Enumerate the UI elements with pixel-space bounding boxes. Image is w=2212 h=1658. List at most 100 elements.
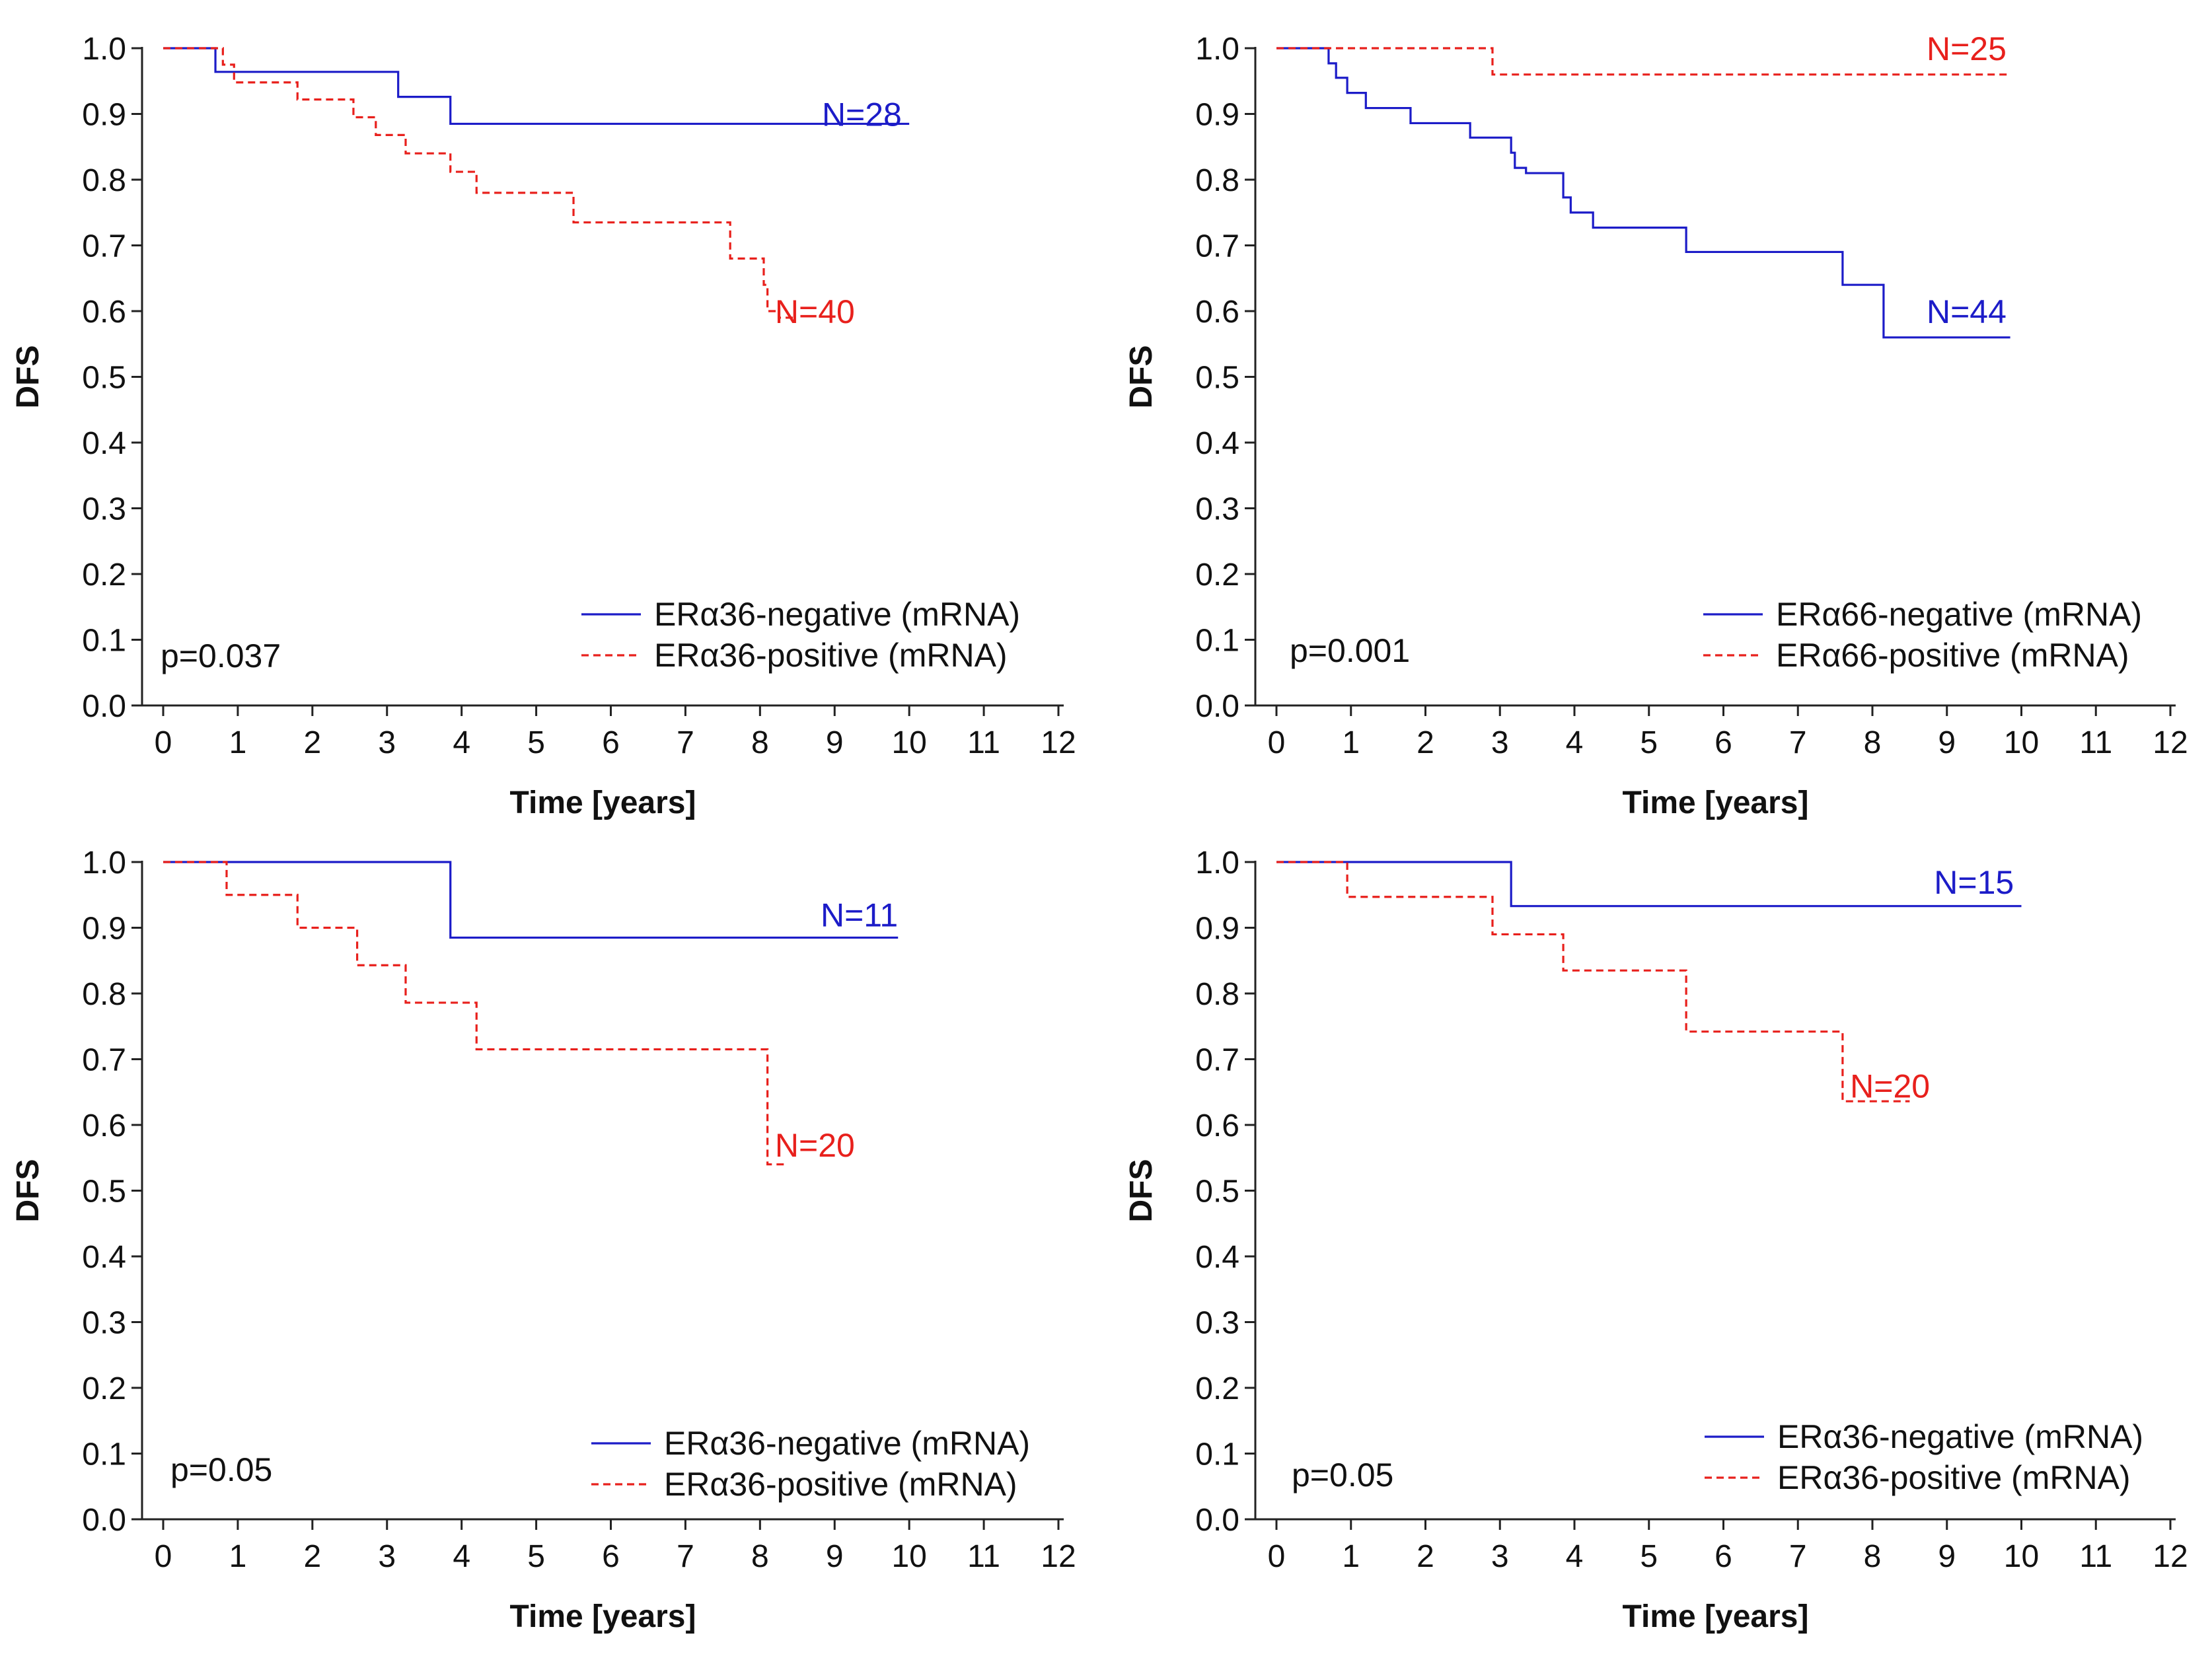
x-tick-label: 10 — [891, 1539, 926, 1574]
legend-label: ERα66-positive (mRNA) — [1776, 637, 2129, 674]
x-axis-title: Time [years] — [1623, 1599, 1809, 1634]
y-tick-label: 0.9 — [82, 98, 126, 133]
x-tick-label: 12 — [2153, 725, 2188, 760]
x-tick-label: 0 — [155, 1539, 172, 1574]
y-tick-label: 0.1 — [82, 1437, 126, 1472]
y-tick-label: 1.0 — [1195, 846, 1239, 881]
x-tick-label: 12 — [2153, 1539, 2188, 1574]
y-tick-label: 0.1 — [82, 624, 126, 659]
km-curve-negative — [1276, 47, 2010, 339]
legend-label: ERα36-negative (mRNA) — [654, 596, 1020, 633]
y-tick-label: 0.9 — [1195, 912, 1239, 947]
km-panel-bottom-right: 0.00.10.20.30.40.50.60.70.80.91.00 1 2 3 4 5 6… — [1124, 846, 2188, 1634]
y-tick-label: 0.5 — [1195, 361, 1239, 396]
p-value: p=0.037 — [161, 637, 281, 674]
km-curve-negative — [163, 861, 899, 939]
y-tick-label: 0.1 — [1195, 624, 1239, 659]
x-tick-label: 2 — [303, 725, 321, 760]
y-tick-label: 0.6 — [82, 1108, 126, 1143]
km-panel-top-left: 0.00.10.20.30.40.50.60.70.80.91.00 1 2 3 4 5 6… — [11, 32, 1076, 820]
y-tick-label: 0.6 — [82, 295, 126, 330]
y-tick-label: 0.0 — [1195, 689, 1239, 724]
y-tick-label: 0.3 — [82, 492, 126, 527]
y-tick-label: 0.1 — [1195, 1437, 1239, 1472]
x-tick-label: 9 — [826, 725, 844, 760]
x-tick-label: 10 — [2004, 1539, 2039, 1574]
x-tick-label: 11 — [967, 725, 1000, 760]
km-curve-positive — [163, 861, 786, 1166]
x-tick-label: 7 — [677, 1539, 694, 1574]
y-tick-label: 0.0 — [82, 689, 126, 724]
p-value: p=0.05 — [170, 1451, 272, 1488]
x-tick-label: 3 — [378, 1539, 396, 1574]
x-tick-label: 11 — [2079, 725, 2112, 760]
y-tick-label: 1.0 — [82, 32, 126, 67]
x-tick-label: 8 — [751, 725, 769, 760]
x-tick-label: 1 — [1342, 725, 1360, 760]
x-tick-label: 11 — [2079, 1539, 2112, 1574]
y-axis-title: DFS — [11, 345, 46, 409]
n-label-negative: N=28 — [822, 96, 902, 133]
y-tick-label: 0.3 — [82, 1306, 126, 1341]
x-tick-label: 4 — [453, 1539, 470, 1574]
y-tick-label: 0.4 — [82, 1240, 126, 1275]
y-tick-label: 0.9 — [1195, 98, 1239, 133]
y-tick-label: 0.4 — [1195, 426, 1239, 461]
x-tick-label: 7 — [677, 725, 694, 760]
y-tick-label: 0.8 — [1195, 163, 1239, 198]
p-value: p=0.001 — [1290, 632, 1410, 669]
x-tick-label: 8 — [1864, 725, 1882, 760]
x-tick-label: 9 — [826, 1539, 844, 1574]
x-tick-label: 12 — [1041, 725, 1076, 760]
x-tick-label: 11 — [967, 1539, 1000, 1574]
y-tick-label: 0.9 — [82, 912, 126, 947]
x-tick-label: 0 — [1268, 1539, 1286, 1574]
x-tick-label: 1 — [229, 1539, 247, 1574]
y-axis-title: DFS — [11, 1159, 46, 1223]
legend-label: ERα36-negative (mRNA) — [1777, 1418, 2143, 1455]
x-tick-label: 9 — [1938, 725, 1956, 760]
y-tick-label: 0.0 — [82, 1503, 126, 1538]
km-curve-positive — [1276, 47, 2010, 76]
legend-label: ERα36-positive (mRNA) — [654, 637, 1008, 674]
y-tick-label: 0.5 — [82, 1174, 126, 1209]
y-tick-label: 0.2 — [1195, 558, 1239, 593]
x-tick-label: 5 — [1640, 725, 1658, 760]
x-tick-label: 0 — [1268, 725, 1286, 760]
y-tick-label: 0.8 — [82, 163, 126, 198]
n-label-negative: N=11 — [821, 897, 898, 934]
y-tick-label: 0.4 — [1195, 1240, 1239, 1275]
y-tick-label: 0.5 — [82, 361, 126, 396]
x-tick-label: 8 — [1864, 1539, 1882, 1574]
y-tick-label: 0.6 — [1195, 1108, 1239, 1143]
y-tick-label: 0.6 — [1195, 295, 1239, 330]
y-tick-label: 0.8 — [82, 977, 126, 1012]
x-tick-label: 10 — [891, 725, 926, 760]
x-axis-title: Time [years] — [510, 1599, 696, 1634]
legend-label: ERα66-negative (mRNA) — [1776, 596, 2142, 633]
n-label-positive: N=20 — [1850, 1067, 1930, 1104]
y-tick-label: 1.0 — [82, 846, 126, 881]
y-tick-label: 0.7 — [1195, 229, 1239, 264]
n-label-negative: N=15 — [1934, 864, 2014, 901]
n-label-negative: N=44 — [1927, 293, 2007, 330]
p-value: p=0.05 — [1292, 1457, 1393, 1494]
y-tick-label: 0.2 — [82, 558, 126, 593]
x-tick-label: 5 — [527, 1539, 545, 1574]
x-tick-label: 3 — [378, 725, 396, 760]
x-tick-label: 9 — [1938, 1539, 1956, 1574]
x-tick-label: 4 — [1566, 725, 1584, 760]
y-tick-label: 1.0 — [1195, 32, 1239, 67]
y-tick-label: 0.4 — [82, 426, 126, 461]
y-axis-title: DFS — [1124, 1159, 1159, 1223]
km-panel-top-right: 0.00.10.20.30.40.50.60.70.80.91.00 1 2 3 4 5 6… — [1124, 30, 2188, 820]
km-curve-positive — [163, 47, 797, 319]
x-axis-title: Time [years] — [1623, 785, 1809, 820]
km-curve-positive — [1276, 861, 1910, 1102]
x-tick-label: 8 — [751, 1539, 769, 1574]
x-tick-label: 0 — [155, 725, 172, 760]
y-tick-label: 0.2 — [1195, 1371, 1239, 1406]
y-tick-label: 0.2 — [82, 1371, 126, 1406]
km-curve-negative — [1276, 861, 2022, 908]
y-tick-label: 0.5 — [1195, 1174, 1239, 1209]
